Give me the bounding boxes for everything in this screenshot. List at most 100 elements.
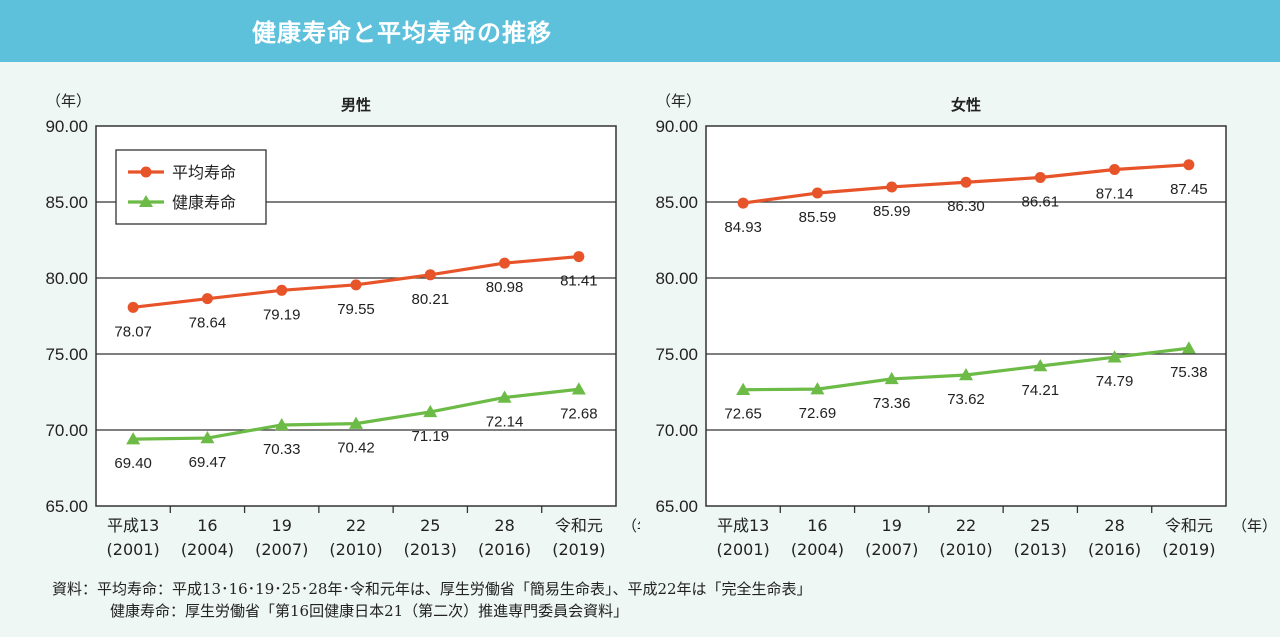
x-unit-label: （年） bbox=[622, 517, 640, 535]
legend-box bbox=[115, 149, 267, 225]
y-unit-label: （年） bbox=[46, 92, 91, 110]
data-label: 80.98 bbox=[486, 279, 524, 296]
x-tick-label: 16 bbox=[197, 516, 217, 535]
data-point-average bbox=[886, 181, 898, 193]
data-point-average bbox=[127, 301, 139, 313]
x-tick-sublabel: (2019) bbox=[552, 540, 605, 559]
data-label: 70.33 bbox=[263, 441, 301, 458]
x-tick-label: 28 bbox=[494, 516, 514, 535]
y-tick-label: 80.00 bbox=[45, 269, 88, 288]
data-label: 70.42 bbox=[337, 440, 375, 457]
data-label: 74.79 bbox=[1096, 373, 1134, 390]
x-tick-label: 平成13 bbox=[107, 516, 159, 535]
x-tick-sublabel: (2013) bbox=[404, 540, 457, 559]
x-tick-sublabel: (2013) bbox=[1014, 540, 1067, 559]
data-point-healthy bbox=[349, 416, 363, 429]
source-note: 資料：平均寿命：平成13･16･19･25･28年･令和元年は、厚生労働省「簡易… bbox=[52, 578, 812, 622]
y-tick-label: 85.00 bbox=[45, 193, 88, 212]
data-label: 69.40 bbox=[114, 455, 152, 472]
data-point-healthy bbox=[1181, 341, 1196, 354]
y-tick-label: 75.00 bbox=[45, 345, 88, 364]
y-tick-label: 90.00 bbox=[45, 117, 88, 136]
chart-title: 男性 bbox=[341, 96, 371, 114]
x-tick-sublabel: (2016) bbox=[1088, 540, 1141, 559]
x-tick-label: 16 bbox=[807, 516, 827, 535]
data-label: 72.69 bbox=[799, 405, 837, 422]
data-label: 87.45 bbox=[1170, 181, 1208, 198]
data-label: 84.93 bbox=[724, 219, 762, 236]
data-point-healthy bbox=[810, 382, 825, 395]
y-tick-label: 90.00 bbox=[655, 117, 698, 136]
data-point-average bbox=[499, 257, 511, 269]
y-tick-label: 75.00 bbox=[655, 345, 698, 364]
x-tick-label: 19 bbox=[272, 516, 292, 535]
x-tick-label: 令和元 bbox=[555, 516, 603, 535]
data-point-healthy bbox=[274, 417, 289, 431]
data-point-healthy bbox=[497, 390, 512, 403]
x-tick-sublabel: (2019) bbox=[1162, 540, 1215, 559]
data-label: 79.19 bbox=[263, 306, 301, 323]
x-tick-label: 28 bbox=[1104, 516, 1124, 535]
data-point-average bbox=[737, 197, 749, 209]
data-label: 78.07 bbox=[114, 323, 152, 340]
x-tick-label: 19 bbox=[882, 516, 902, 535]
data-point-healthy bbox=[200, 431, 215, 444]
data-label: 86.61 bbox=[1022, 194, 1060, 211]
data-label: 69.47 bbox=[189, 454, 227, 471]
data-point-healthy bbox=[884, 371, 899, 385]
legend-marker bbox=[140, 166, 152, 178]
plot-area bbox=[705, 125, 1227, 507]
data-label: 73.62 bbox=[947, 391, 985, 408]
source-line-1: 資料：平均寿命：平成13･16･19･25･28年･令和元年は、厚生労働省「簡易… bbox=[52, 580, 812, 598]
data-label: 75.38 bbox=[1170, 364, 1208, 381]
y-tick-label: 70.00 bbox=[45, 421, 88, 440]
data-label: 78.64 bbox=[189, 315, 227, 332]
x-tick-sublabel: (2010) bbox=[329, 540, 382, 559]
x-tick-sublabel: (2010) bbox=[939, 540, 992, 559]
data-point-average bbox=[424, 269, 436, 281]
page-title: 健康寿命と平均寿命の推移 bbox=[252, 19, 552, 47]
data-label: 87.14 bbox=[1096, 185, 1134, 202]
data-label: 85.99 bbox=[873, 203, 911, 220]
source-line-2: 健康寿命：厚生労働省「第16回健康日本21（第二次）推進専門委員会資料」 bbox=[110, 602, 629, 620]
y-tick-label: 80.00 bbox=[655, 269, 698, 288]
x-tick-sublabel: (2007) bbox=[255, 540, 308, 559]
data-point-healthy bbox=[959, 367, 973, 381]
x-unit-label: （年） bbox=[1232, 517, 1277, 535]
data-point-healthy bbox=[736, 382, 751, 395]
x-tick-label: 25 bbox=[1030, 516, 1050, 535]
x-tick-sublabel: (2001) bbox=[717, 540, 770, 559]
data-point-average bbox=[960, 176, 972, 188]
x-tick-label: 22 bbox=[956, 516, 976, 535]
banner-white-block bbox=[12, 11, 244, 47]
data-point-average bbox=[1183, 159, 1195, 171]
y-tick-label: 85.00 bbox=[655, 193, 698, 212]
data-point-average bbox=[350, 279, 362, 291]
data-point-healthy bbox=[1107, 350, 1122, 363]
x-tick-label: 令和元 bbox=[1165, 516, 1213, 535]
data-point-healthy bbox=[1033, 359, 1048, 372]
data-label: 85.59 bbox=[799, 209, 837, 226]
y-tick-label: 65.00 bbox=[655, 497, 698, 516]
data-point-average bbox=[811, 187, 823, 199]
data-label: 80.21 bbox=[412, 291, 450, 308]
legend-label: 健康寿命 bbox=[172, 193, 236, 212]
data-label: 81.41 bbox=[560, 273, 598, 290]
x-tick-sublabel: (2001) bbox=[107, 540, 160, 559]
data-point-healthy bbox=[571, 382, 586, 395]
data-label: 72.14 bbox=[486, 413, 524, 430]
x-tick-sublabel: (2004) bbox=[791, 540, 844, 559]
data-point-average bbox=[573, 251, 585, 263]
data-label: 71.19 bbox=[412, 428, 450, 445]
y-tick-label: 65.00 bbox=[45, 497, 88, 516]
data-point-healthy bbox=[423, 404, 438, 418]
legend-marker bbox=[139, 195, 153, 207]
y-tick-label: 70.00 bbox=[655, 421, 698, 440]
data-point-average bbox=[201, 293, 213, 305]
data-point-average bbox=[1109, 163, 1121, 175]
x-tick-sublabel: (2004) bbox=[181, 540, 234, 559]
data-point-average bbox=[1034, 172, 1046, 184]
title-banner: 健康寿命と平均寿命の推移 bbox=[0, 0, 1280, 62]
